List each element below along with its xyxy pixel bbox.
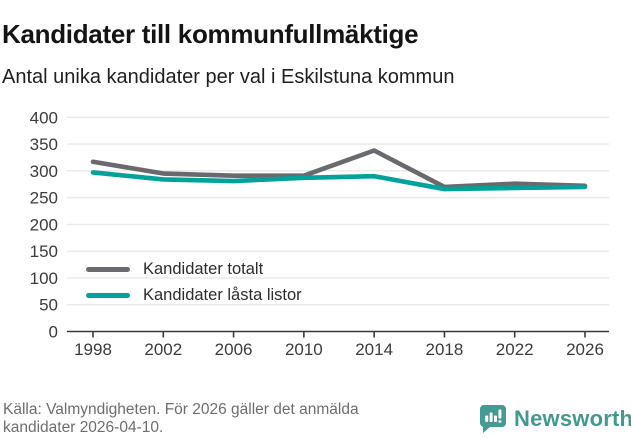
legend-item-total: Kandidater totalt: [86, 260, 302, 279]
legend-label-locked-lists: Kandidater låsta listor: [143, 286, 302, 304]
y-axis-tick-label: 300: [30, 162, 58, 181]
y-axis-tick-label: 50: [39, 296, 58, 315]
logo-wordmark: Newsworthy: [514, 405, 631, 431]
x-axis-tick-label: 2002: [144, 340, 182, 359]
page-title: Kandidater till kommunfullmäktige: [2, 19, 419, 50]
x-axis-tick-label: 1998: [74, 340, 112, 359]
x-axis-tick-label: 2006: [215, 340, 253, 359]
y-axis-tick-label: 400: [30, 108, 58, 127]
newsworthy-logo: Newsworthy: [477, 403, 631, 434]
x-axis-tick-label: 2026: [566, 340, 604, 359]
x-axis-tick-label: 2022: [496, 340, 534, 359]
y-axis-tick-label: 200: [30, 215, 58, 234]
chart-subtitle: Antal unika kandidater per val i Eskilst…: [2, 66, 455, 88]
series-line-1: [90, 170, 588, 192]
total-line-swatch: [86, 267, 130, 272]
x-axis-tick-label: 2014: [355, 340, 393, 359]
locked-lists-line-swatch: [86, 293, 130, 298]
speech-bubble-shape: [480, 405, 506, 433]
y-axis-tick-label: 250: [30, 189, 58, 208]
legend-label-total: Kandidater totalt: [143, 260, 264, 278]
bar-chart-speech-bubble-icon: [480, 405, 506, 433]
source-note: Källa: Valmyndigheten. För 2026 gäller d…: [3, 401, 359, 436]
legend-item-locked-lists: Kandidater låsta listor: [86, 286, 302, 305]
bar-chart-glyph: [485, 409, 502, 423]
y-axis-tick-label: 150: [30, 242, 58, 261]
x-axis-tick-label: 2018: [426, 340, 464, 359]
x-axis-tick-label: 2010: [285, 340, 323, 359]
y-axis-tick-label: 350: [30, 135, 58, 154]
chart-legend: Kandidater totalt Kandidater låsta listo…: [86, 260, 302, 305]
y-axis-tick-label: 100: [30, 269, 58, 288]
series-line-0: [90, 148, 588, 190]
y-axis-tick-label: 0: [49, 323, 58, 342]
